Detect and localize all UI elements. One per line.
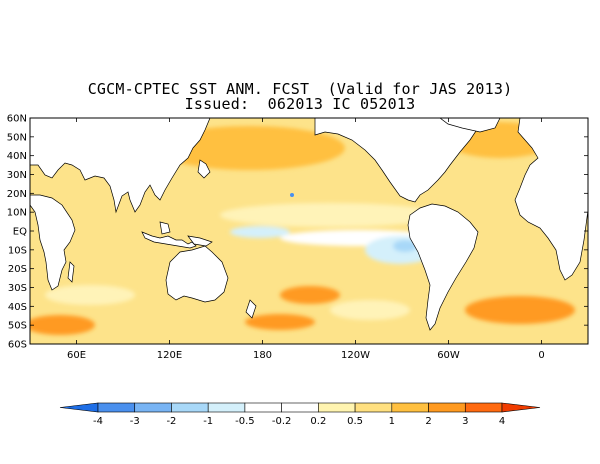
colorbar-label: -0.2 <box>272 416 292 427</box>
colorbar-swatch <box>207 402 246 413</box>
lon-label: 60W <box>437 350 460 361</box>
colorbar: -4 -3 -2 -1 -0.5 -0.2 0.2 0.5 1 2 3 4 <box>59 402 541 427</box>
lat-label: 60S <box>8 340 27 351</box>
hot-patch-south-atlantic <box>465 296 575 324</box>
colorbar-label: -0.5 <box>235 416 255 427</box>
lat-label: 20S <box>8 264 27 275</box>
landmass-borneo <box>159 221 171 235</box>
landmass-madagascar <box>67 261 75 283</box>
colorbar-arrow-high <box>501 402 541 413</box>
cool-patch-east-pacific <box>393 240 417 252</box>
light-patch-south-pacific <box>330 300 410 320</box>
colorbar-label: 0.2 <box>310 416 326 427</box>
hot-patch-south-pacific <box>280 286 340 304</box>
colorbar-label: 0.5 <box>347 416 363 427</box>
colorbar-swatch <box>391 402 429 413</box>
colorbar-swatch <box>171 402 209 413</box>
colorbar-swatch <box>244 402 282 413</box>
cool-patch-central-pacific <box>230 226 290 238</box>
colorbar-label: -3 <box>130 416 140 427</box>
lat-label: EQ <box>13 227 27 238</box>
longitude-axis: 60E 120E 180 120W 60W 0 <box>67 118 545 361</box>
colorbar-label: 4 <box>499 416 505 427</box>
colorbar-arrow-low <box>59 402 99 413</box>
landmass-new-guinea <box>187 235 213 247</box>
lon-label: 60E <box>67 350 86 361</box>
landmass-indonesia <box>141 231 197 249</box>
lat-label: 50S <box>8 321 27 332</box>
landmass-south-america <box>407 203 479 331</box>
colorbar-label: -1 <box>203 416 213 427</box>
lon-label: 0 <box>538 350 544 361</box>
colorbar-swatch <box>281 402 319 413</box>
colorbar-swatch <box>97 402 136 413</box>
latitude-axis: 60N 50N 40N 30N 20N 10N EQ 10S 20S 30S 40S 50S 60S <box>7 114 588 351</box>
landmass-new-zealand <box>245 299 257 319</box>
map-subtitle-issued: Issued: 062013 IC 052013 <box>184 95 416 113</box>
lat-label: 10S <box>8 245 27 256</box>
colorbar-swatch <box>134 402 172 413</box>
light-patch-indian-ocean <box>45 285 135 305</box>
colorbar-swatch <box>464 402 503 413</box>
lon-label: 120W <box>341 350 370 361</box>
lat-label: 40N <box>7 151 27 162</box>
light-band-tropical-pacific <box>220 203 440 227</box>
colorbar-swatch <box>318 402 356 413</box>
colorbar-label: 2 <box>425 416 431 427</box>
landmass-africa <box>30 194 76 291</box>
lat-label: 60N <box>7 114 27 125</box>
map-title: CGCM-CPTEC SST ANM. FCST (Valid for JAS … <box>87 80 513 98</box>
anomaly-patches <box>30 122 575 335</box>
lat-label: 50N <box>7 132 27 143</box>
landmass-greenland <box>439 118 501 133</box>
lat-label: 40S <box>8 302 27 313</box>
lat-label: 10N <box>7 208 27 219</box>
land-masses <box>30 118 588 344</box>
colorbar-swatch <box>428 402 466 413</box>
hawaii-marker <box>290 193 294 197</box>
landmass-europe-africa-east <box>514 118 588 281</box>
colorbar-label: -4 <box>93 416 103 427</box>
warm-patch-north-pacific <box>155 126 345 170</box>
lat-label: 20N <box>7 189 27 200</box>
hot-patch-southern-indian <box>30 315 95 335</box>
colorbar-swatch <box>354 402 393 413</box>
lon-label: 120E <box>157 350 182 361</box>
hot-patch-south-pacific-west <box>245 314 315 330</box>
lat-label: 30N <box>7 170 27 181</box>
lon-label: 180 <box>253 350 272 361</box>
landmass-eurasia <box>30 118 211 214</box>
landmass-north-america <box>314 118 481 203</box>
lat-label: 30S <box>8 283 27 294</box>
colorbar-label: 1 <box>389 416 395 427</box>
colorbar-label: -2 <box>166 416 176 427</box>
landmass-japan <box>197 159 211 179</box>
colorbar-label: 3 <box>462 416 468 427</box>
landmass-australia <box>165 245 229 303</box>
